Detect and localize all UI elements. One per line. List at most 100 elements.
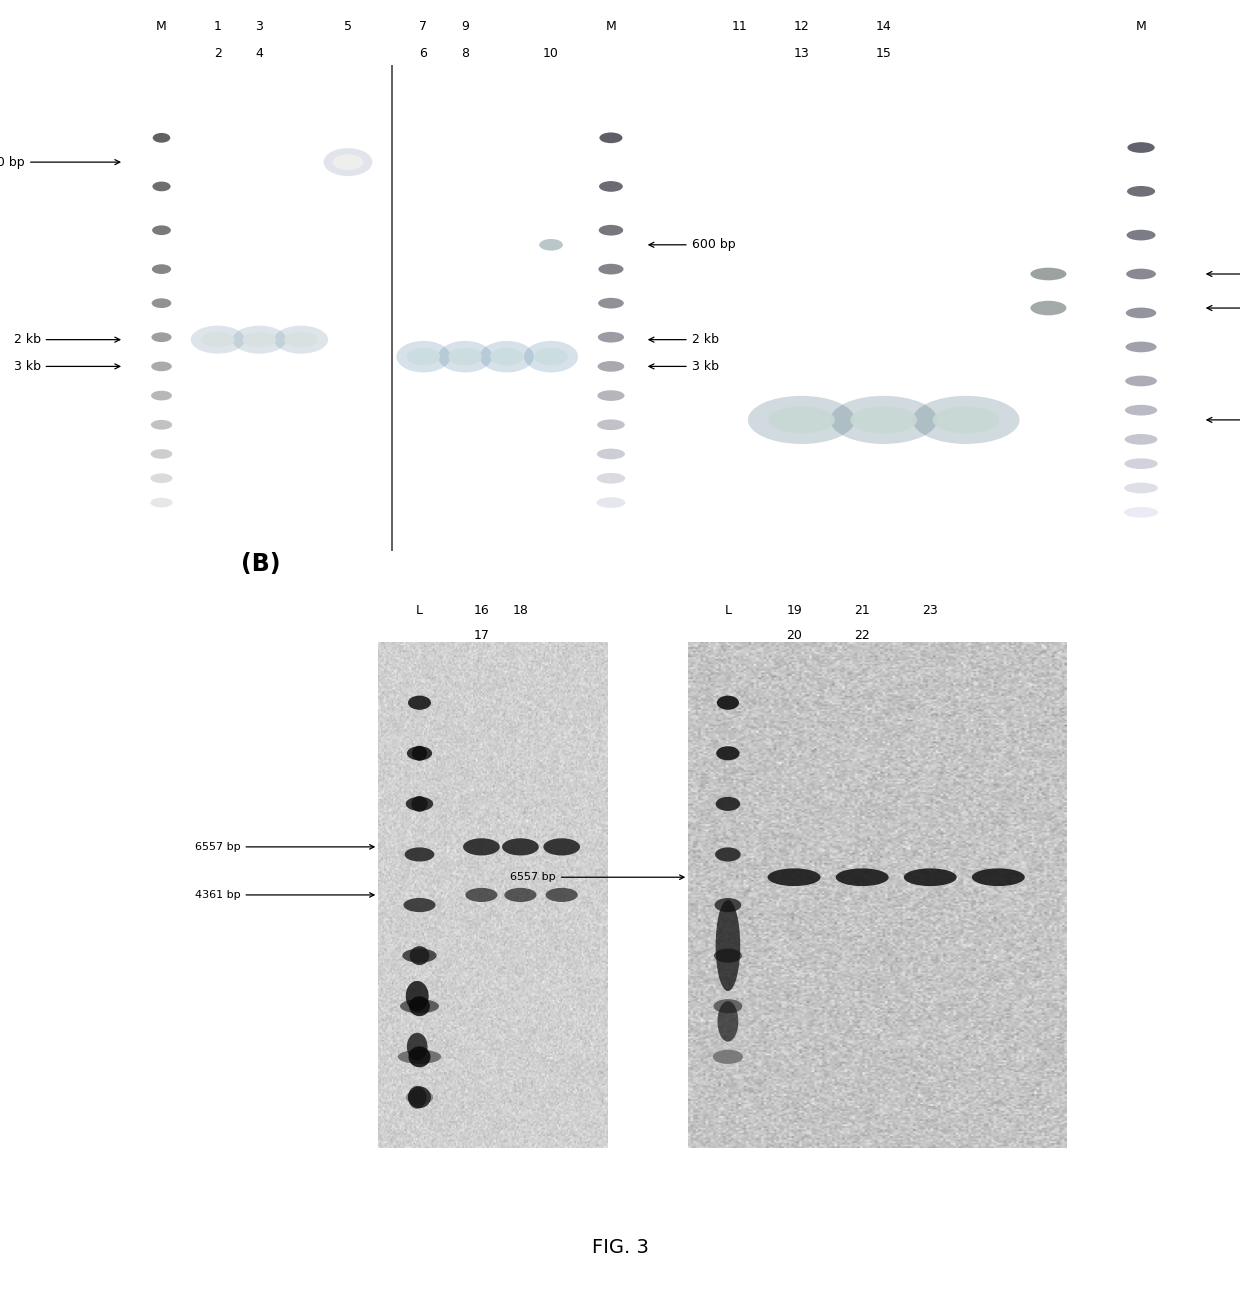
Ellipse shape: [502, 838, 538, 856]
Ellipse shape: [151, 449, 172, 459]
Ellipse shape: [1125, 482, 1158, 493]
Ellipse shape: [539, 239, 563, 250]
Ellipse shape: [408, 1087, 432, 1108]
Ellipse shape: [405, 981, 429, 1012]
Ellipse shape: [150, 473, 172, 484]
Ellipse shape: [1125, 458, 1158, 470]
Ellipse shape: [715, 796, 740, 811]
Text: L: L: [724, 603, 732, 617]
Ellipse shape: [274, 326, 329, 354]
Ellipse shape: [408, 1047, 430, 1067]
Ellipse shape: [490, 348, 523, 366]
Ellipse shape: [1125, 376, 1157, 387]
Ellipse shape: [598, 298, 624, 309]
Text: 15: 15: [875, 47, 892, 60]
Ellipse shape: [201, 332, 234, 348]
Ellipse shape: [412, 796, 428, 812]
Ellipse shape: [713, 999, 743, 1013]
Ellipse shape: [409, 996, 430, 1016]
Ellipse shape: [598, 390, 625, 401]
Text: 4361 bp: 4361 bp: [195, 890, 374, 900]
Ellipse shape: [324, 148, 372, 176]
Text: 11: 11: [732, 21, 748, 34]
Ellipse shape: [407, 348, 440, 366]
Ellipse shape: [713, 1049, 743, 1064]
Ellipse shape: [599, 132, 622, 143]
Text: FIG. 3: FIG. 3: [591, 1239, 649, 1257]
Text: 3 kb: 3 kb: [649, 359, 719, 374]
Ellipse shape: [1125, 405, 1157, 415]
Ellipse shape: [748, 396, 854, 444]
Ellipse shape: [505, 888, 537, 901]
Text: 3: 3: [255, 21, 263, 34]
Ellipse shape: [409, 947, 429, 965]
Ellipse shape: [525, 341, 578, 372]
Ellipse shape: [243, 332, 277, 348]
Ellipse shape: [546, 888, 578, 901]
Text: 9: 9: [461, 21, 469, 34]
Ellipse shape: [408, 695, 432, 709]
Ellipse shape: [598, 361, 624, 372]
Ellipse shape: [904, 869, 957, 886]
Text: 13: 13: [794, 47, 810, 60]
Ellipse shape: [151, 332, 171, 342]
Text: 10: 10: [543, 47, 559, 60]
Ellipse shape: [1123, 507, 1158, 518]
Ellipse shape: [831, 396, 937, 444]
Ellipse shape: [599, 263, 624, 275]
Ellipse shape: [151, 298, 171, 309]
Text: (A): (A): [41, 0, 81, 1]
Text: 14: 14: [875, 21, 892, 34]
Ellipse shape: [599, 182, 622, 192]
Ellipse shape: [412, 746, 427, 761]
Ellipse shape: [150, 498, 172, 507]
Text: 22: 22: [854, 629, 870, 642]
Ellipse shape: [932, 406, 999, 433]
Ellipse shape: [599, 224, 624, 236]
Ellipse shape: [151, 390, 172, 401]
Text: 6: 6: [419, 47, 428, 60]
Text: 7: 7: [419, 21, 428, 34]
Ellipse shape: [151, 265, 171, 274]
Text: 19: 19: [786, 603, 802, 617]
Ellipse shape: [598, 419, 625, 431]
Text: 3 kb: 3 kb: [14, 359, 120, 374]
Text: 1 kb: 1 kb: [1207, 267, 1240, 280]
Ellipse shape: [1127, 230, 1156, 240]
Ellipse shape: [534, 348, 568, 366]
Ellipse shape: [1127, 185, 1156, 197]
Ellipse shape: [717, 746, 739, 760]
Text: 6557 bp: 6557 bp: [195, 842, 374, 852]
Ellipse shape: [768, 869, 821, 886]
Text: 20: 20: [786, 629, 802, 642]
Ellipse shape: [232, 326, 286, 354]
Text: M: M: [156, 21, 167, 34]
Ellipse shape: [598, 332, 624, 342]
Ellipse shape: [405, 1091, 433, 1104]
Text: 21: 21: [854, 603, 870, 617]
Ellipse shape: [715, 847, 740, 861]
Text: 6557 bp: 6557 bp: [510, 872, 684, 882]
Ellipse shape: [715, 900, 740, 991]
Text: L: L: [415, 603, 423, 617]
Ellipse shape: [1030, 267, 1066, 280]
Text: 1: 1: [213, 21, 222, 34]
Ellipse shape: [404, 847, 434, 861]
Ellipse shape: [405, 796, 433, 811]
Ellipse shape: [191, 326, 244, 354]
Text: 3 kb: 3 kb: [1207, 414, 1240, 427]
Ellipse shape: [151, 420, 172, 429]
Ellipse shape: [1126, 268, 1156, 279]
Ellipse shape: [1030, 301, 1066, 315]
Text: (B): (B): [241, 553, 280, 576]
Ellipse shape: [403, 898, 435, 912]
Text: 1.2 kb: 1.2 kb: [1207, 301, 1240, 315]
Text: 2 kb: 2 kb: [14, 333, 120, 346]
Ellipse shape: [972, 869, 1024, 886]
Ellipse shape: [465, 888, 497, 901]
Text: 5: 5: [343, 21, 352, 34]
Ellipse shape: [153, 134, 170, 143]
Ellipse shape: [407, 746, 432, 760]
Text: 2: 2: [213, 47, 222, 60]
Text: 8: 8: [461, 47, 469, 60]
